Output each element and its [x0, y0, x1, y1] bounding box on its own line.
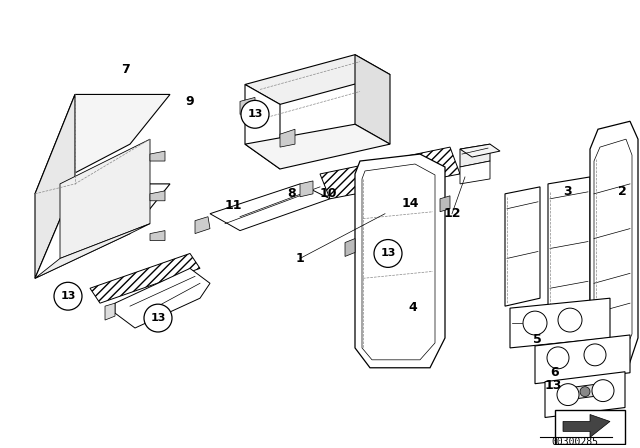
Circle shape: [374, 240, 402, 267]
Polygon shape: [35, 184, 170, 278]
Polygon shape: [460, 144, 490, 167]
Polygon shape: [240, 97, 255, 114]
Polygon shape: [545, 372, 625, 418]
Text: 9: 9: [186, 95, 195, 108]
Polygon shape: [245, 55, 390, 104]
Text: 7: 7: [120, 63, 129, 76]
Polygon shape: [505, 187, 540, 306]
Polygon shape: [90, 254, 200, 303]
Polygon shape: [105, 303, 115, 320]
Text: 00300285: 00300285: [552, 437, 598, 448]
Circle shape: [584, 344, 606, 366]
Text: 13: 13: [60, 291, 76, 301]
Polygon shape: [60, 139, 150, 258]
Circle shape: [558, 308, 582, 332]
Polygon shape: [280, 129, 295, 147]
Text: 13: 13: [380, 249, 396, 258]
Text: 1: 1: [296, 252, 305, 265]
Circle shape: [592, 380, 614, 401]
Text: 11: 11: [224, 199, 242, 212]
Polygon shape: [594, 139, 632, 358]
Polygon shape: [563, 414, 610, 437]
Polygon shape: [195, 217, 210, 233]
Text: 10: 10: [319, 187, 337, 200]
Circle shape: [547, 347, 569, 369]
Circle shape: [523, 311, 547, 335]
Circle shape: [144, 304, 172, 332]
Polygon shape: [362, 164, 435, 360]
Text: 4: 4: [408, 301, 417, 314]
Polygon shape: [245, 124, 390, 169]
Text: 6: 6: [550, 366, 559, 379]
Polygon shape: [555, 409, 625, 444]
Polygon shape: [345, 238, 355, 256]
Circle shape: [54, 282, 82, 310]
Circle shape: [241, 100, 269, 128]
Text: 13: 13: [247, 109, 262, 119]
Circle shape: [580, 387, 590, 396]
Polygon shape: [35, 95, 170, 194]
Polygon shape: [115, 268, 210, 328]
Polygon shape: [355, 55, 390, 144]
Polygon shape: [548, 177, 590, 310]
Text: 5: 5: [532, 333, 541, 346]
Text: 2: 2: [618, 185, 627, 198]
Polygon shape: [460, 161, 490, 184]
Text: 13: 13: [544, 379, 562, 392]
Polygon shape: [35, 95, 75, 278]
Polygon shape: [300, 181, 313, 197]
Polygon shape: [535, 335, 630, 383]
Polygon shape: [440, 196, 450, 212]
Polygon shape: [510, 298, 610, 348]
Circle shape: [557, 383, 579, 405]
Polygon shape: [150, 231, 165, 241]
Polygon shape: [150, 151, 165, 161]
Polygon shape: [245, 85, 280, 169]
Text: 13: 13: [150, 313, 166, 323]
Polygon shape: [590, 121, 638, 370]
Text: 14: 14: [401, 197, 419, 210]
Polygon shape: [210, 184, 330, 231]
Polygon shape: [150, 191, 165, 201]
Text: 12: 12: [444, 207, 461, 220]
Polygon shape: [570, 383, 600, 400]
Polygon shape: [355, 154, 445, 368]
Polygon shape: [320, 147, 460, 199]
Text: 8: 8: [288, 187, 296, 200]
Text: 3: 3: [563, 185, 572, 198]
Polygon shape: [35, 224, 150, 278]
Polygon shape: [460, 144, 500, 157]
